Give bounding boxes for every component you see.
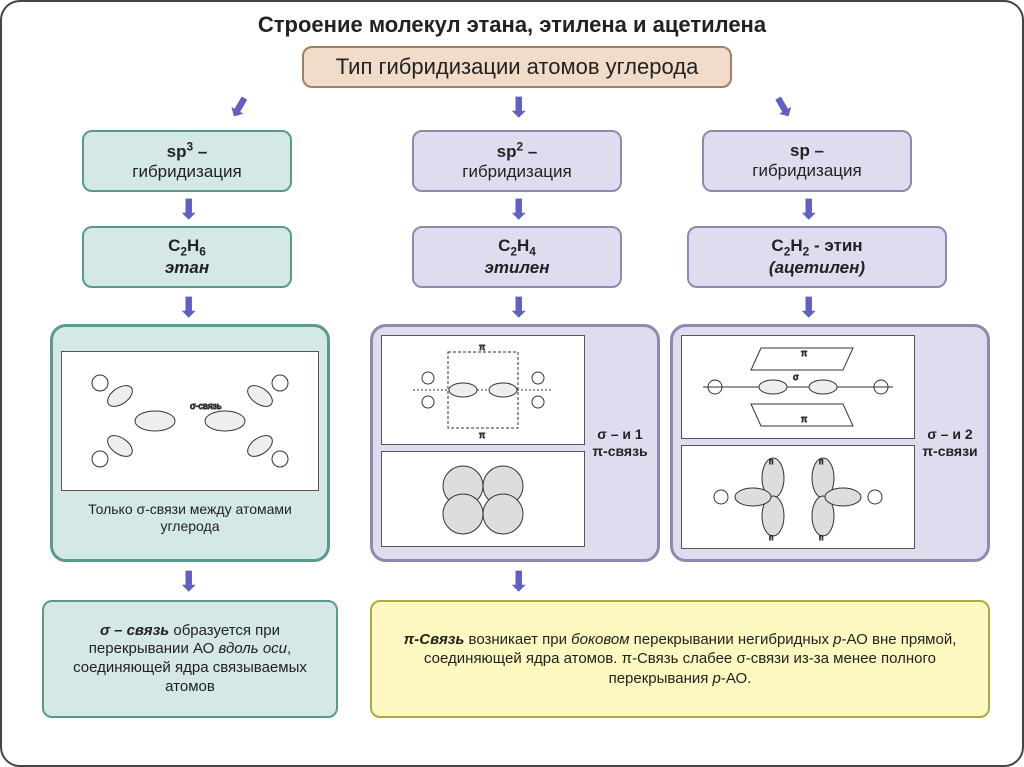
arrow-icon: ⬇	[507, 94, 530, 122]
svg-text:σ: σ	[793, 372, 799, 382]
hybrid-word: гибридизация	[132, 162, 242, 182]
orbital-diagram-sp2-top: π π	[381, 335, 585, 445]
arrow-icon: ⬇	[177, 568, 200, 596]
mol-name: (ацетилен)	[769, 258, 865, 278]
side-label-sp2: σ – и 1 π-связь	[591, 426, 649, 460]
formula-box-ethane: C2H6 этан	[82, 226, 292, 288]
arrow-icon: ⬇	[797, 196, 820, 224]
pi-explain-box: π-Связь возникает при боковом перекрыван…	[370, 600, 990, 718]
mol-name: этан	[165, 258, 209, 278]
formula: C2H4	[498, 236, 536, 258]
pi-text: π-Связь возникает при боковом перекрыван…	[386, 630, 974, 688]
hybrid-label: sp –	[790, 141, 824, 161]
svg-text:π: π	[801, 414, 807, 424]
hybrid-label: sp3 –	[167, 140, 208, 163]
svg-text:π: π	[479, 342, 485, 352]
svg-text:п: п	[819, 457, 823, 466]
formula: C2H2 - этин	[771, 236, 862, 258]
arrow-icon: ⬇	[507, 196, 530, 224]
arrow-icon: ⬇	[177, 294, 200, 322]
arrow-icon: ⬇	[797, 294, 820, 322]
formula: C2H6	[168, 236, 206, 258]
hybrid-label: sp2 –	[497, 140, 538, 163]
diagram-caption: Только σ-связи между атомами углерода	[61, 501, 319, 535]
arrow-icon: ⬇	[507, 294, 530, 322]
svg-text:π: π	[479, 430, 485, 440]
sigma-text: σ – связь образуется при перекрывании АО…	[54, 622, 326, 697]
hybrid-word: гибридизация	[462, 162, 572, 182]
page-title: Строение молекул этана, этилена и ацетил…	[16, 12, 1008, 38]
sigma-explain-box: σ – связь образуется при перекрывании АО…	[42, 600, 338, 718]
svg-text:σ-связь: σ-связь	[190, 401, 222, 411]
arrow-icon: ⬇	[177, 196, 200, 224]
formula-box-acetylene: C2H2 - этин (ацетилен)	[687, 226, 947, 288]
svg-text:п: п	[769, 533, 773, 542]
hybrid-word: гибридизация	[752, 161, 862, 181]
orbital-diagram-sp-bottom: п п п п	[681, 445, 915, 549]
header-box: Тип гибридизации атомов углерода	[302, 46, 732, 88]
diagram-acetylene: π π σ п п п п	[670, 324, 990, 562]
side-label-sp: σ – и 2 π-связи	[921, 426, 979, 460]
arrow-icon: ⬇	[507, 568, 530, 596]
hybrid-box-sp3: sp3 – гибридизация	[82, 130, 292, 192]
diagram-ethylene: π π σ – и 1 π-связь	[370, 324, 660, 562]
mol-name: этилен	[485, 258, 550, 278]
diagram-ethane: σ-связь Только σ-связи между атомами угл…	[50, 324, 330, 562]
hybrid-box-sp2: sp2 – гибридизация	[412, 130, 622, 192]
formula-box-ethylene: C2H4 этилен	[412, 226, 622, 288]
orbital-diagram-sp3: σ-связь	[61, 351, 319, 491]
arrow-icon: ⬇	[767, 90, 801, 126]
svg-text:п: п	[819, 533, 823, 542]
hybrid-box-sp: sp – гибридизация	[702, 130, 912, 192]
svg-text:π: π	[801, 348, 807, 358]
arrow-icon: ⬇	[222, 90, 256, 126]
orbital-diagram-sp-top: π π σ	[681, 335, 915, 439]
header-text: Тип гибридизации атомов углерода	[336, 54, 699, 80]
svg-text:п: п	[769, 457, 773, 466]
orbital-diagram-sp2-bottom	[381, 451, 585, 547]
